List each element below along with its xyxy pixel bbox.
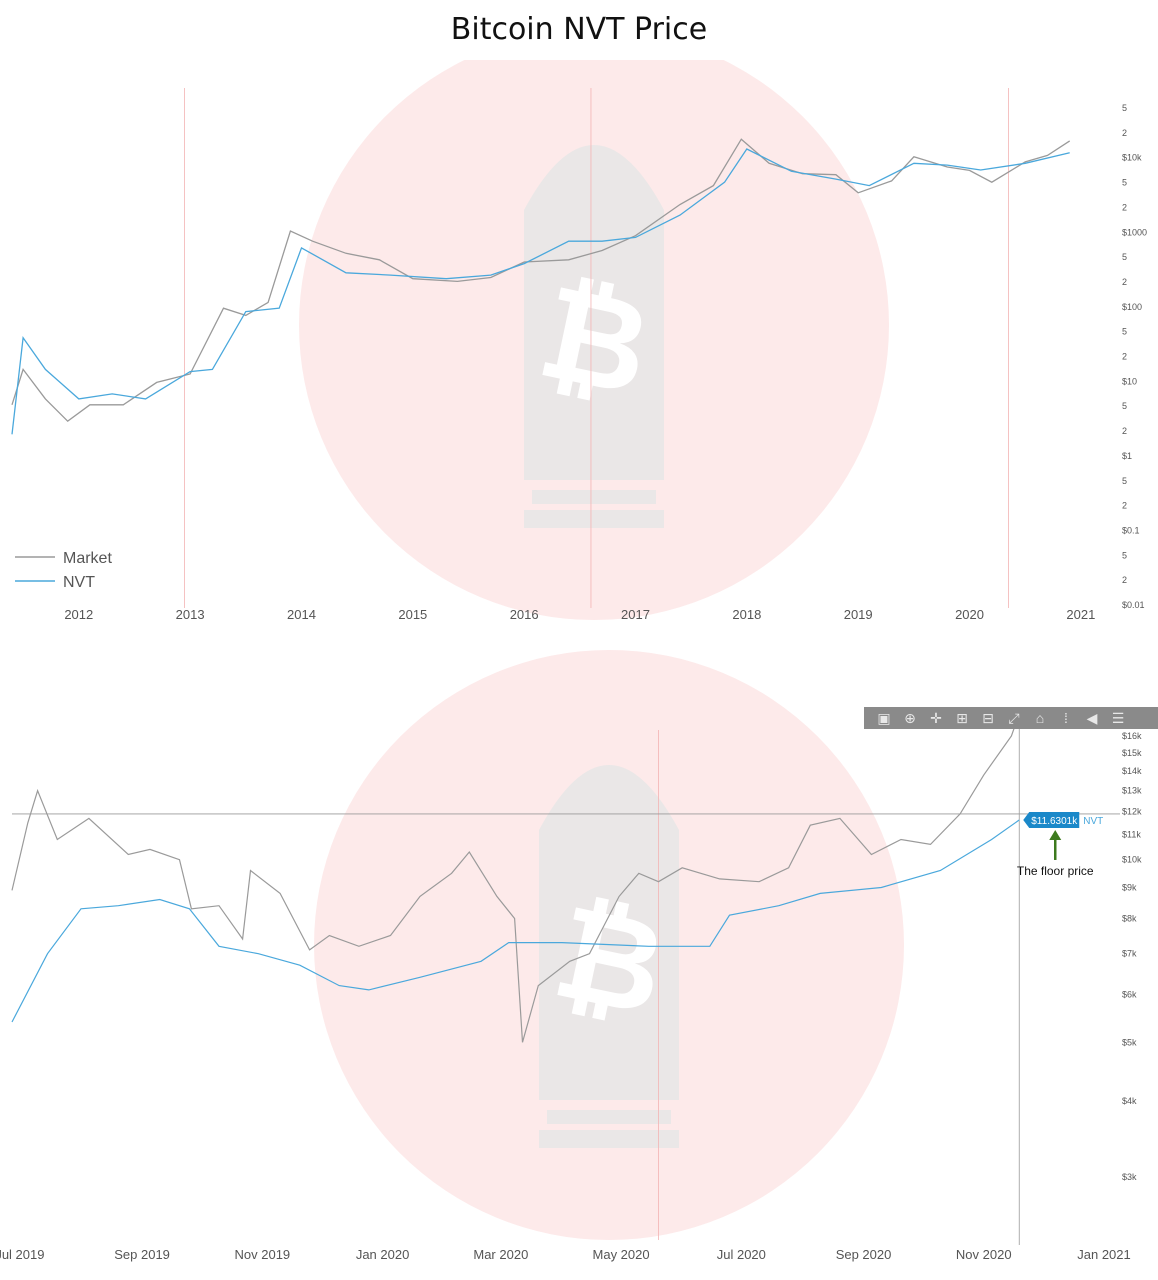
y-tick-label: $6k xyxy=(1122,989,1137,999)
x-tick-label: Sep 2020 xyxy=(836,1247,892,1262)
x-tick-label: 2020 xyxy=(955,607,984,622)
x-tick-label: Jan 2020 xyxy=(356,1247,410,1262)
x-tick-label: Nov 2019 xyxy=(235,1247,291,1262)
x-tick-label: Mar 2020 xyxy=(473,1247,528,1262)
x-tick-label: Nov 2020 xyxy=(956,1247,1012,1262)
y-tick-label: $11k xyxy=(1122,830,1141,840)
y-tick-label: 5 xyxy=(1122,178,1127,188)
nvt-annotation: $11.6301k NVT The floor price xyxy=(12,811,1120,878)
floor-price-note: The floor price xyxy=(1017,864,1094,878)
watermark-bullet-base xyxy=(539,1130,679,1148)
y-tick-label: 2 xyxy=(1122,277,1127,287)
x-tick-label: 2014 xyxy=(287,607,316,622)
y-tick-label: 5 xyxy=(1122,550,1127,560)
watermark-bullet xyxy=(524,145,664,480)
camera-icon[interactable]: ▣ xyxy=(877,710,891,726)
y-tick-label: 5 xyxy=(1122,252,1127,262)
watermark-bullet xyxy=(539,765,679,1100)
x-tick-label: Jul 2020 xyxy=(717,1247,766,1262)
legend-label-market: Market xyxy=(63,550,112,567)
watermark-bullet-base xyxy=(524,510,664,528)
y-tick-label: $100 xyxy=(1122,302,1142,312)
watermark-bullet-ring xyxy=(532,490,656,504)
y-tick-label: 2 xyxy=(1122,575,1127,585)
watermark-bullet-ring xyxy=(547,1110,671,1124)
y-tick-label: $9k xyxy=(1122,882,1137,892)
bottom-series-group xyxy=(11,713,1020,1043)
y-tick-label: $1000 xyxy=(1122,227,1147,237)
y-tick-label: $12k xyxy=(1122,807,1142,817)
y-tick-label: $14k xyxy=(1122,766,1142,776)
x-tick-label: 2015 xyxy=(398,607,427,622)
y-tick-label: $13k xyxy=(1122,786,1142,796)
bottom-y-axis: $16k $15k $14k $13k $12k $11k $10k $9k $8k $7k $6k… xyxy=(1122,731,1142,1182)
bottom-gridlines xyxy=(658,720,1020,1245)
top-series-group xyxy=(11,138,1071,435)
y-tick-label: $1 xyxy=(1122,451,1132,461)
y-tick-label: $10k xyxy=(1122,153,1142,163)
y-tick-label: $7k xyxy=(1122,949,1137,959)
bottom-x-axis: Jul 2019 Sep 2019 Nov 2019 Jan 2020 Mar 2020… xyxy=(0,1247,1131,1262)
x-tick-label: Jan 2021 xyxy=(1077,1247,1131,1262)
y-tick-label: $15k xyxy=(1122,748,1142,758)
series-line-nvt xyxy=(11,819,1020,1023)
y-tick-label: 2 xyxy=(1122,426,1127,436)
y-tick-label: $0.1 xyxy=(1122,525,1140,535)
x-tick-label: 2019 xyxy=(844,607,873,622)
legend[interactable]: Market NVT xyxy=(15,550,112,591)
nvt-badge-label: NVT xyxy=(1083,816,1103,827)
y-tick-label: 5 xyxy=(1122,103,1127,113)
y-tick-label: 5 xyxy=(1122,476,1127,486)
nvt-value-badge-text: $11.6301k xyxy=(1031,816,1078,827)
y-tick-label: 2 xyxy=(1122,352,1127,362)
x-tick-label: 2012 xyxy=(64,607,93,622)
zoom-in-icon[interactable]: ⊞ xyxy=(956,710,968,726)
x-tick-label: Sep 2019 xyxy=(114,1247,170,1262)
y-tick-label: 2 xyxy=(1122,128,1127,138)
series-line-market xyxy=(11,138,1071,423)
top-x-axis: 2012 2013 2014 2015 2016 2017 2018 2019 2020 2021 xyxy=(64,607,1095,622)
x-tick-label: Jul 2019 xyxy=(0,1247,44,1262)
y-tick-label: $16k xyxy=(1122,731,1142,741)
x-tick-label: 2017 xyxy=(621,607,650,622)
y-tick-label: 5 xyxy=(1122,401,1127,411)
top-y-axis: 5 2 $10k 5 2 $1000 5 2 $100 5 2 $10 5 2 $1 5 2 $0.1 5 2 $0.0… xyxy=(1122,103,1147,610)
x-tick-label: 2016 xyxy=(510,607,539,622)
x-tick-label: 2021 xyxy=(1066,607,1095,622)
y-tick-label: $4k xyxy=(1122,1096,1137,1106)
home-icon[interactable]: ⌂ xyxy=(1035,710,1045,726)
x-tick-label: 2018 xyxy=(732,607,761,622)
bottom-chart: ₿ Jul 2019 Sep 2019 Nov 2019 Jan 2020 Mar 20… xyxy=(0,650,1142,1262)
y-tick-label: $10k xyxy=(1122,855,1142,865)
y-tick-label: 2 xyxy=(1122,202,1127,212)
y-tick-label: $3k xyxy=(1122,1172,1137,1182)
top-chart: ₿ 2012 2013 2014 2015 2016 2017 2018 2019 2020 20… xyxy=(11,60,1147,622)
top-gridlines xyxy=(184,88,1009,608)
chart-title: Bitcoin NVT Price xyxy=(450,12,708,47)
hover-compare-icon[interactable]: ☰ xyxy=(1111,710,1125,726)
pan-icon[interactable]: ✛ xyxy=(930,710,942,726)
y-tick-label: $0.01 xyxy=(1122,600,1145,610)
y-tick-label: $5k xyxy=(1122,1037,1137,1047)
zoom-out-icon[interactable]: ⊟ xyxy=(982,710,994,726)
hover-closest-icon[interactable]: ◀ xyxy=(1086,710,1098,726)
y-tick-label: $8k xyxy=(1122,914,1137,924)
floor-arrowhead-icon xyxy=(1049,829,1062,840)
x-tick-label: 2013 xyxy=(176,607,205,622)
y-tick-label: 2 xyxy=(1122,501,1127,511)
y-tick-label: $10 xyxy=(1122,376,1137,386)
spike-lines-icon[interactable]: ⁞ xyxy=(1064,710,1068,726)
autoscale-icon[interactable]: ⤢ xyxy=(1008,710,1020,726)
x-tick-label: May 2020 xyxy=(593,1247,650,1262)
series-line-market xyxy=(11,713,1020,1043)
series-line-nvt xyxy=(11,148,1070,435)
zoom-icon[interactable]: ⊕ xyxy=(904,710,916,726)
bitcoin-watermark-icon: ₿ xyxy=(299,60,889,620)
nvt-value-badge xyxy=(1023,811,1080,828)
y-tick-label: 5 xyxy=(1122,327,1127,337)
chart-toolbar: ▣ ⊕ ✛ ⊞ ⊟ ⤢ ⌂ ⁞ ◀ ☰ xyxy=(864,707,1158,729)
legend-label-nvt: NVT xyxy=(63,574,95,591)
